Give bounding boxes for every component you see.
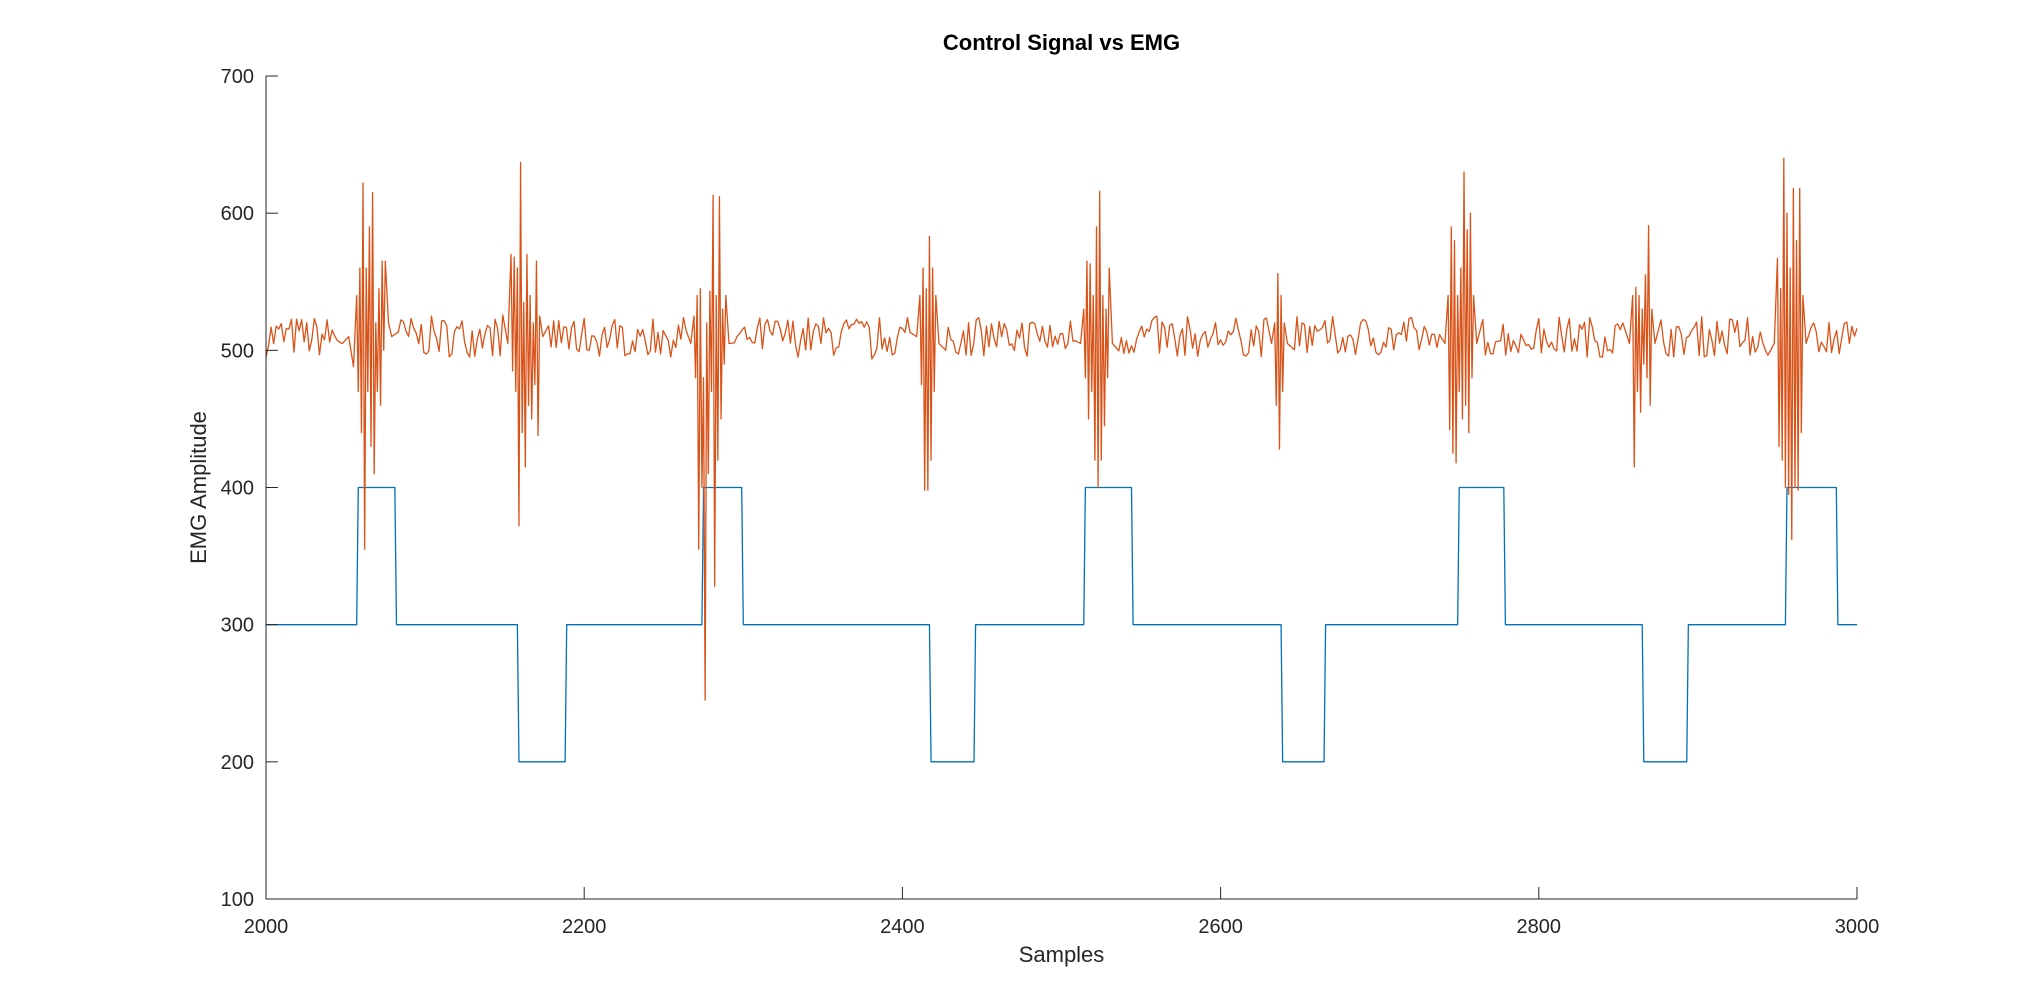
x-tick-label: 2000 <box>244 916 289 938</box>
series-control-line <box>266 486 1857 763</box>
plot-area <box>265 157 1858 763</box>
x-tick-label: 2800 <box>1517 916 1562 938</box>
x-tick-label: 3000 <box>1835 916 1880 938</box>
y-tick-label: 200 <box>221 752 254 774</box>
y-tick-label: 100 <box>221 889 254 911</box>
y-axis-ticks: 100 200 300 400 500 600 700 <box>221 66 278 911</box>
y-tick-label: 600 <box>221 203 254 225</box>
y-tick-label: 400 <box>221 478 254 500</box>
x-tick-label: 2600 <box>1198 916 1243 938</box>
x-axis-label: Samples <box>1019 942 1105 967</box>
x-axis-ticks: 2000 2200 2400 2600 2800 3000 <box>244 887 1880 938</box>
chart-title: Control Signal vs EMG <box>943 30 1180 55</box>
x-tick-label: 2400 <box>880 916 925 938</box>
y-tick-label: 300 <box>221 615 254 637</box>
x-tick-label: 2200 <box>562 916 607 938</box>
y-axis-label: EMG Amplitude <box>186 411 211 564</box>
series-emg-line <box>265 157 1858 701</box>
y-tick-label: 700 <box>221 66 254 88</box>
y-tick-label: 500 <box>221 340 254 362</box>
